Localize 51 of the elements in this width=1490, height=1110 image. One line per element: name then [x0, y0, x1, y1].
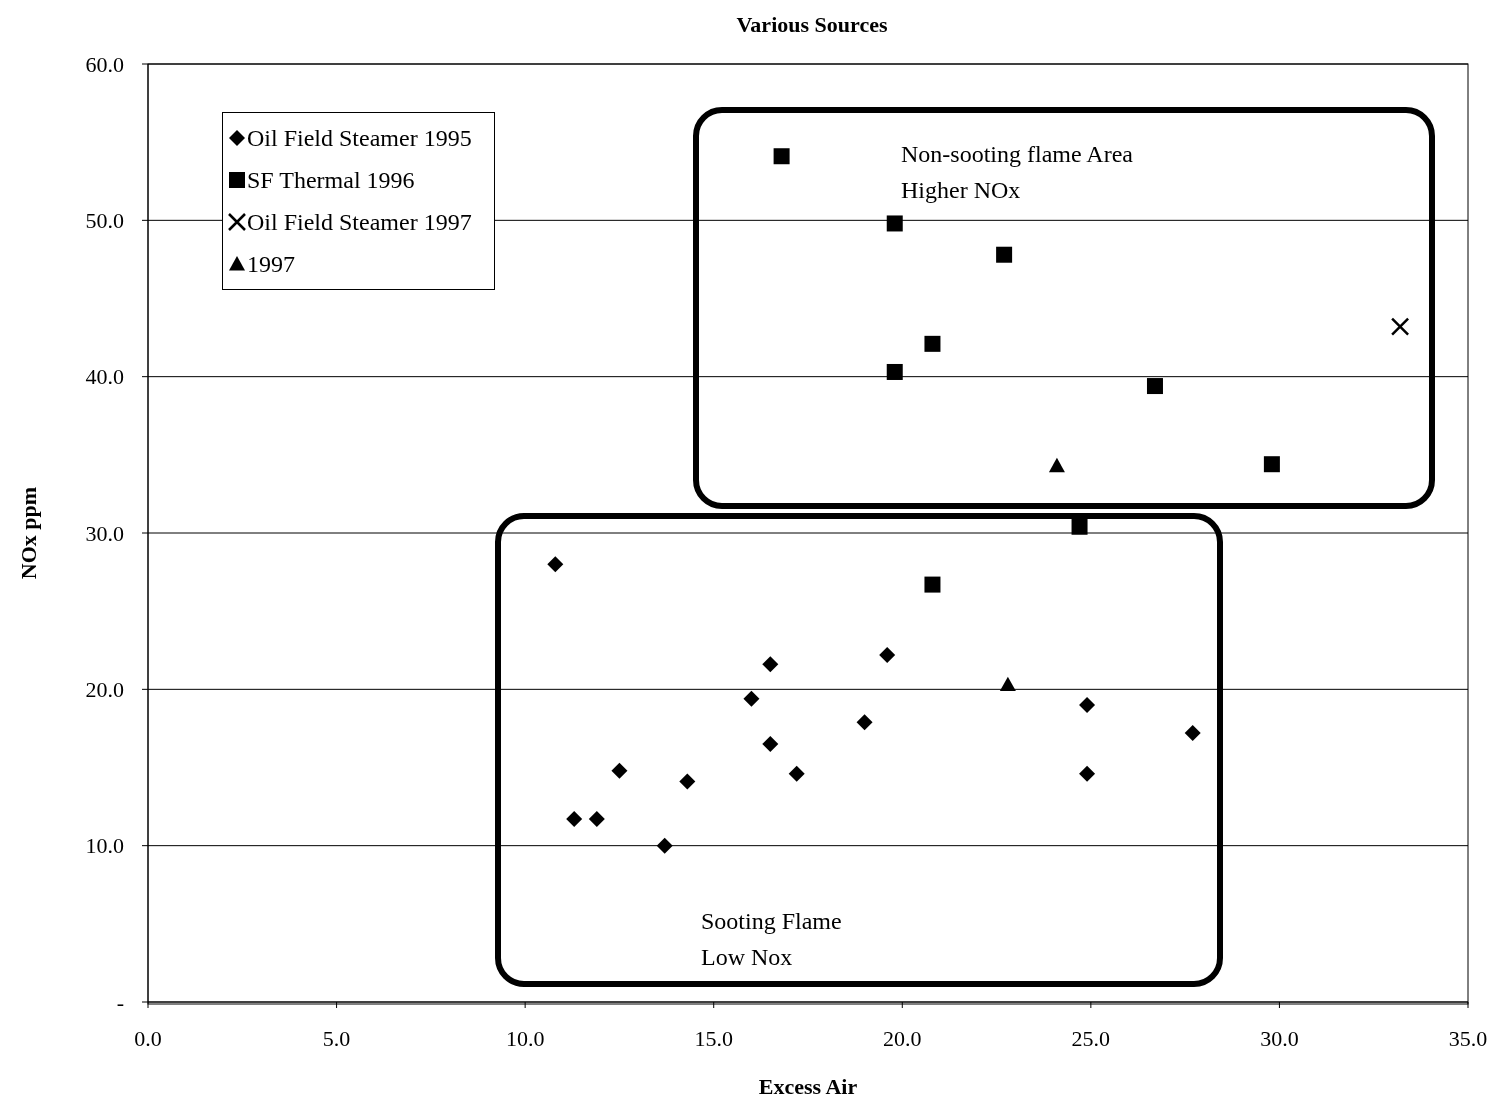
point	[762, 656, 779, 673]
point	[924, 335, 941, 352]
point	[856, 714, 873, 731]
x-tick-label: 20.0	[883, 1025, 922, 1051]
x-axis-title: Excess Air	[758, 1074, 858, 1099]
point	[1048, 457, 1065, 473]
point	[1390, 317, 1410, 336]
point	[788, 765, 805, 782]
legend-label: 1997	[247, 250, 295, 278]
point	[547, 556, 564, 573]
x-tick-label: 30.0	[1260, 1025, 1299, 1051]
point	[743, 690, 760, 707]
point	[1079, 765, 1096, 782]
y-tick-label: -	[116, 989, 124, 1015]
y-tick-label: 10.0	[85, 833, 124, 859]
annotation: Non-sooting flame Area Higher NOx	[901, 140, 1133, 205]
point	[999, 676, 1016, 692]
point	[886, 363, 903, 380]
point	[1071, 518, 1088, 535]
point	[762, 736, 779, 753]
legend-label: SF Thermal 1996	[247, 166, 415, 194]
y-tick-label: 20.0	[85, 677, 124, 703]
x-tick-label: 35.0	[1448, 1025, 1488, 1051]
legend-label: Oil Field Steamer 1995	[247, 124, 472, 152]
point	[1263, 456, 1280, 473]
point	[611, 762, 628, 779]
y-tick-label: 50.0	[85, 208, 124, 234]
y-axis-title: NOx ppm	[15, 486, 41, 580]
y-tick-label: 30.0	[85, 520, 124, 546]
point	[1079, 696, 1096, 713]
point	[566, 811, 583, 828]
x-tick-label: 15.0	[694, 1025, 733, 1051]
legend-label: Oil Field Steamer 1997	[247, 208, 472, 236]
y-tick-label: 60.0	[85, 51, 124, 77]
point	[588, 811, 605, 828]
point	[924, 576, 941, 593]
annotation: Sooting Flame Low Nox	[701, 907, 842, 972]
x-tick-label: 10.0	[505, 1025, 545, 1051]
point	[886, 215, 903, 232]
y-tick-label: 40.0	[85, 364, 124, 390]
point	[1184, 725, 1201, 742]
point	[996, 246, 1013, 263]
point	[1146, 378, 1163, 395]
point	[773, 148, 790, 165]
x-tick-label: 5.0	[322, 1025, 351, 1051]
point	[679, 773, 696, 790]
x-tick-label: 0.0	[134, 1025, 162, 1051]
x-tick-label: 25.0	[1071, 1025, 1111, 1051]
point	[656, 837, 673, 854]
point	[879, 646, 896, 663]
chart-title: Various Sources	[735, 12, 889, 38]
